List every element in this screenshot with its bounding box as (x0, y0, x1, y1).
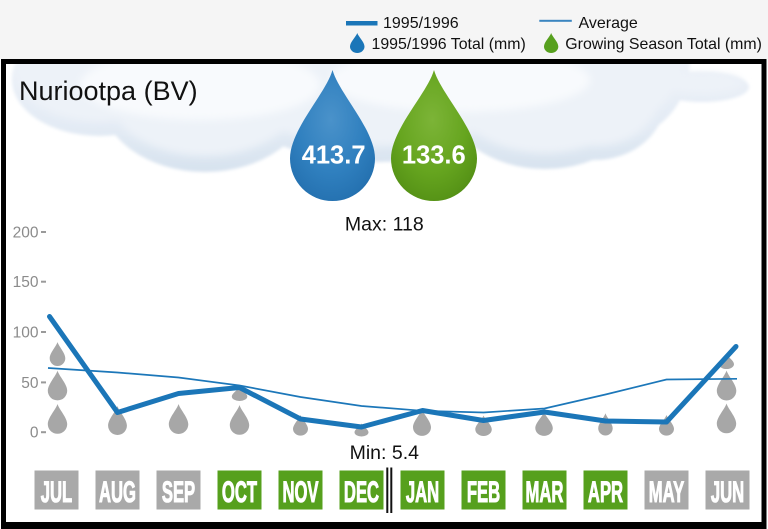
svg-text:Nuriootpa (BV): Nuriootpa (BV) (19, 76, 198, 106)
svg-text:MAY: MAY (649, 476, 684, 509)
svg-text:MAR: MAR (526, 476, 564, 509)
svg-text:1995/1996 Total (mm): 1995/1996 Total (mm) (372, 36, 526, 53)
svg-text:Growing Season Total (mm): Growing Season Total (mm) (565, 36, 762, 53)
svg-text:Max: 118: Max: 118 (345, 214, 424, 236)
svg-text:0: 0 (30, 425, 39, 442)
svg-text:Min: 5.4: Min: 5.4 (350, 442, 420, 464)
svg-text:Average: Average (579, 15, 638, 32)
svg-text:AUG: AUG (99, 476, 136, 509)
svg-text:50: 50 (21, 375, 39, 392)
svg-text:133.6: 133.6 (402, 141, 466, 169)
svg-text:200: 200 (13, 225, 39, 242)
svg-text:JAN: JAN (406, 476, 439, 509)
svg-text:100: 100 (13, 325, 39, 342)
svg-text:SEP: SEP (162, 476, 195, 509)
svg-text:DEC: DEC (344, 476, 379, 509)
svg-text:1995/1996: 1995/1996 (383, 15, 459, 32)
svg-text:OCT: OCT (222, 476, 257, 509)
svg-text:JUN: JUN (711, 476, 744, 509)
svg-text:413.7: 413.7 (302, 141, 366, 169)
svg-text:NOV: NOV (282, 476, 319, 509)
svg-text:APR: APR (588, 476, 623, 509)
svg-text:FEB: FEB (467, 476, 500, 509)
svg-text:150: 150 (13, 274, 39, 291)
svg-text:JUL: JUL (41, 476, 73, 509)
